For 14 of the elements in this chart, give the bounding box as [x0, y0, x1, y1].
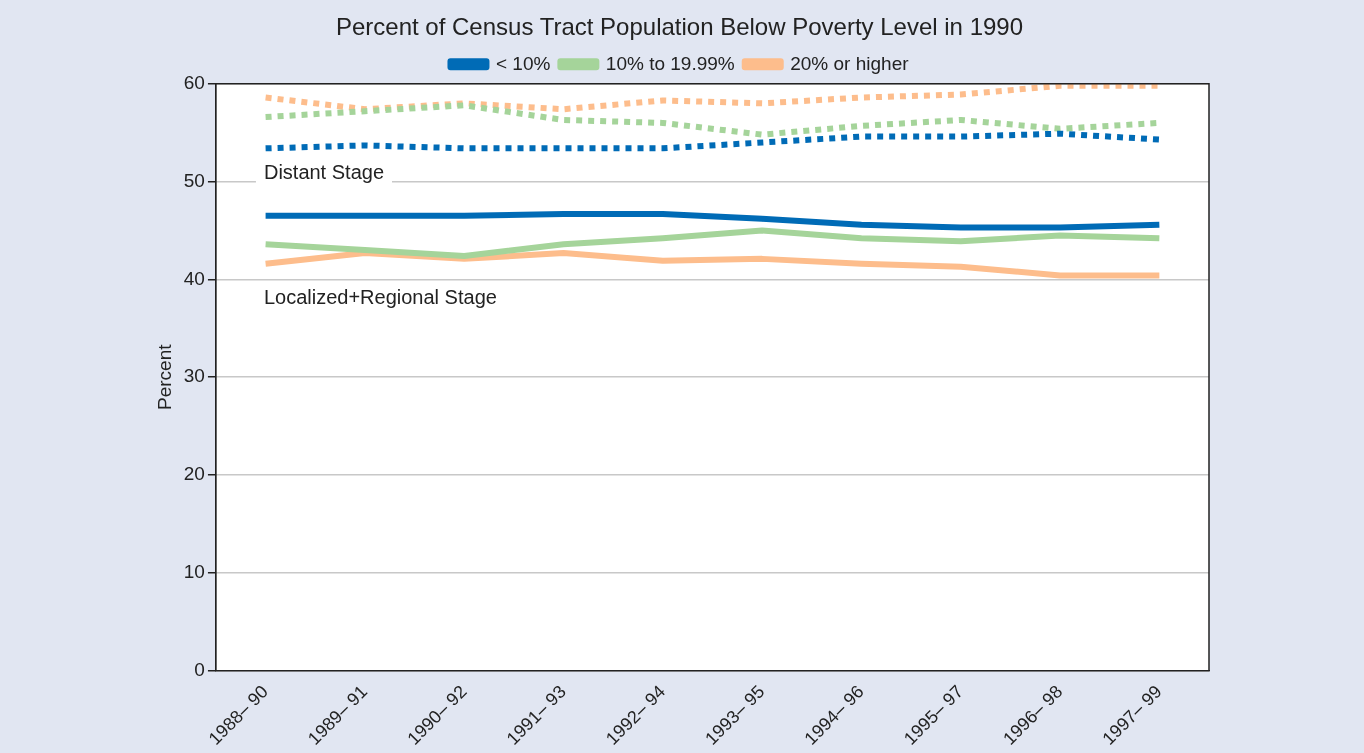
y-tick-label: 40	[183, 267, 205, 289]
y-tick-label: 20	[183, 463, 205, 485]
annotation: Distant Stage	[263, 161, 385, 184]
y-axis-title: Percent	[153, 343, 175, 410]
legend-label: < 10%	[495, 52, 551, 74]
legend-label: 20% or higher	[790, 52, 910, 74]
chart-title: Percent of Census Tract Population Below Poverty Level in 1990	[335, 13, 1024, 41]
y-tick-label: 10	[183, 561, 205, 583]
y-tick-label: 60	[183, 72, 205, 94]
y-tick-label: 0	[194, 658, 205, 680]
legend-label: 10% to 19.99%	[605, 52, 735, 74]
y-tick-label: 30	[183, 365, 205, 387]
y-tick-label: 50	[183, 169, 205, 191]
annotation: Localized+Regional Stage	[263, 285, 497, 308]
